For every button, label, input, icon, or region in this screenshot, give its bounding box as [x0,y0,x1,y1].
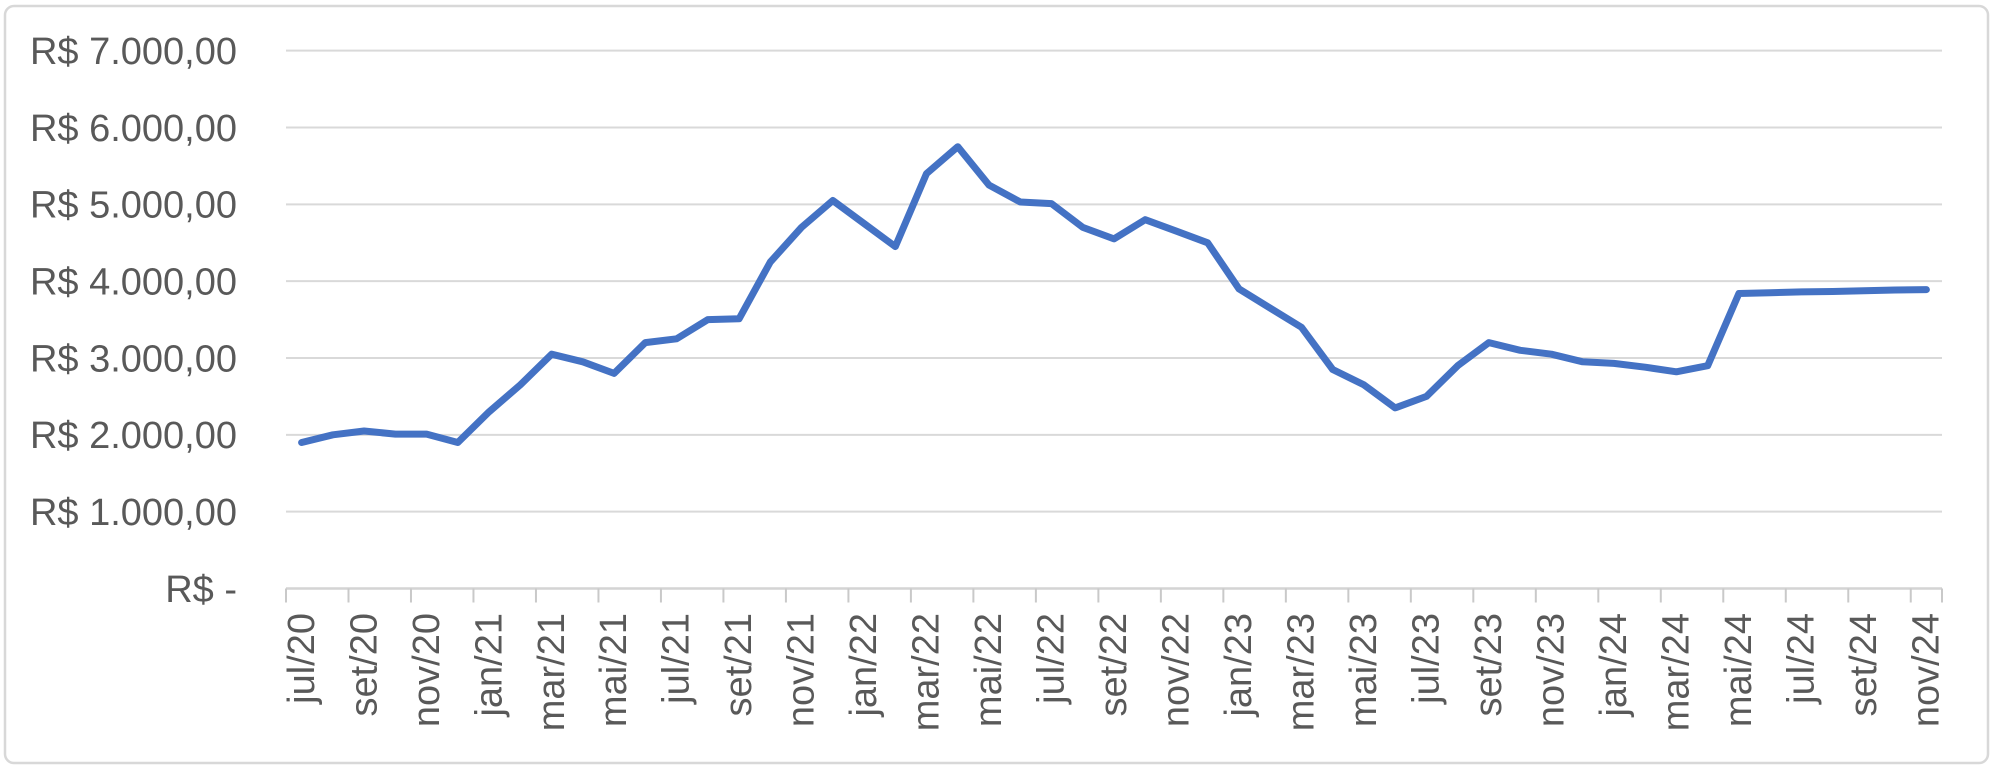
x-axis-label: mai/23 [1343,613,1385,727]
series-line [298,143,1930,446]
x-axis-label: jan/24 [1593,613,1635,718]
x-axis-label: jul/20 [281,613,323,705]
y-axis-label: R$ 1.000,00 [30,492,237,534]
y-axis-label: R$ 3.000,00 [30,338,237,380]
x-axis-label: mar/22 [906,613,948,731]
x-axis-label: nov/20 [406,613,448,727]
y-axis-label: R$ 5.000,00 [30,185,237,227]
y-axis-label: R$ 4.000,00 [30,261,237,303]
x-axis-label: set/23 [1468,613,1510,717]
x-axis-label: set/24 [1843,613,1885,717]
x-axis-label: jan/23 [1218,613,1260,718]
x-axis-label: mar/21 [531,613,573,731]
x-axis-label: jan/21 [468,613,510,718]
x-axis-label: jul/24 [1781,613,1823,705]
x-axis-label: nov/22 [1156,613,1198,727]
y-axis-label: R$ - [165,569,237,611]
x-axis-label: set/22 [1093,613,1135,717]
x-axis-label: nov/21 [781,613,823,727]
x-axis-label: nov/23 [1531,613,1573,727]
x-axis-label: set/21 [718,613,760,717]
y-axis-label: R$ 7.000,00 [30,31,237,73]
x-axis-label: mar/24 [1656,613,1698,731]
x-axis-label: mai/22 [968,613,1010,727]
y-axis-label: R$ 2.000,00 [30,415,237,457]
x-axis-label: nov/24 [1906,613,1948,727]
x-axis-label: mar/23 [1281,613,1323,731]
x-axis-label: jul/23 [1406,613,1448,705]
x-axis-label: jan/22 [843,613,885,718]
x-axis-label: mai/21 [593,613,635,727]
x-axis-label: set/20 [343,613,385,717]
y-axis-label: R$ 6.000,00 [30,108,237,150]
chart-area-border [3,4,1990,765]
x-axis-label: jul/21 [656,613,698,705]
x-axis-label: mai/24 [1718,613,1760,727]
x-axis-label: jul/22 [1031,613,1073,705]
